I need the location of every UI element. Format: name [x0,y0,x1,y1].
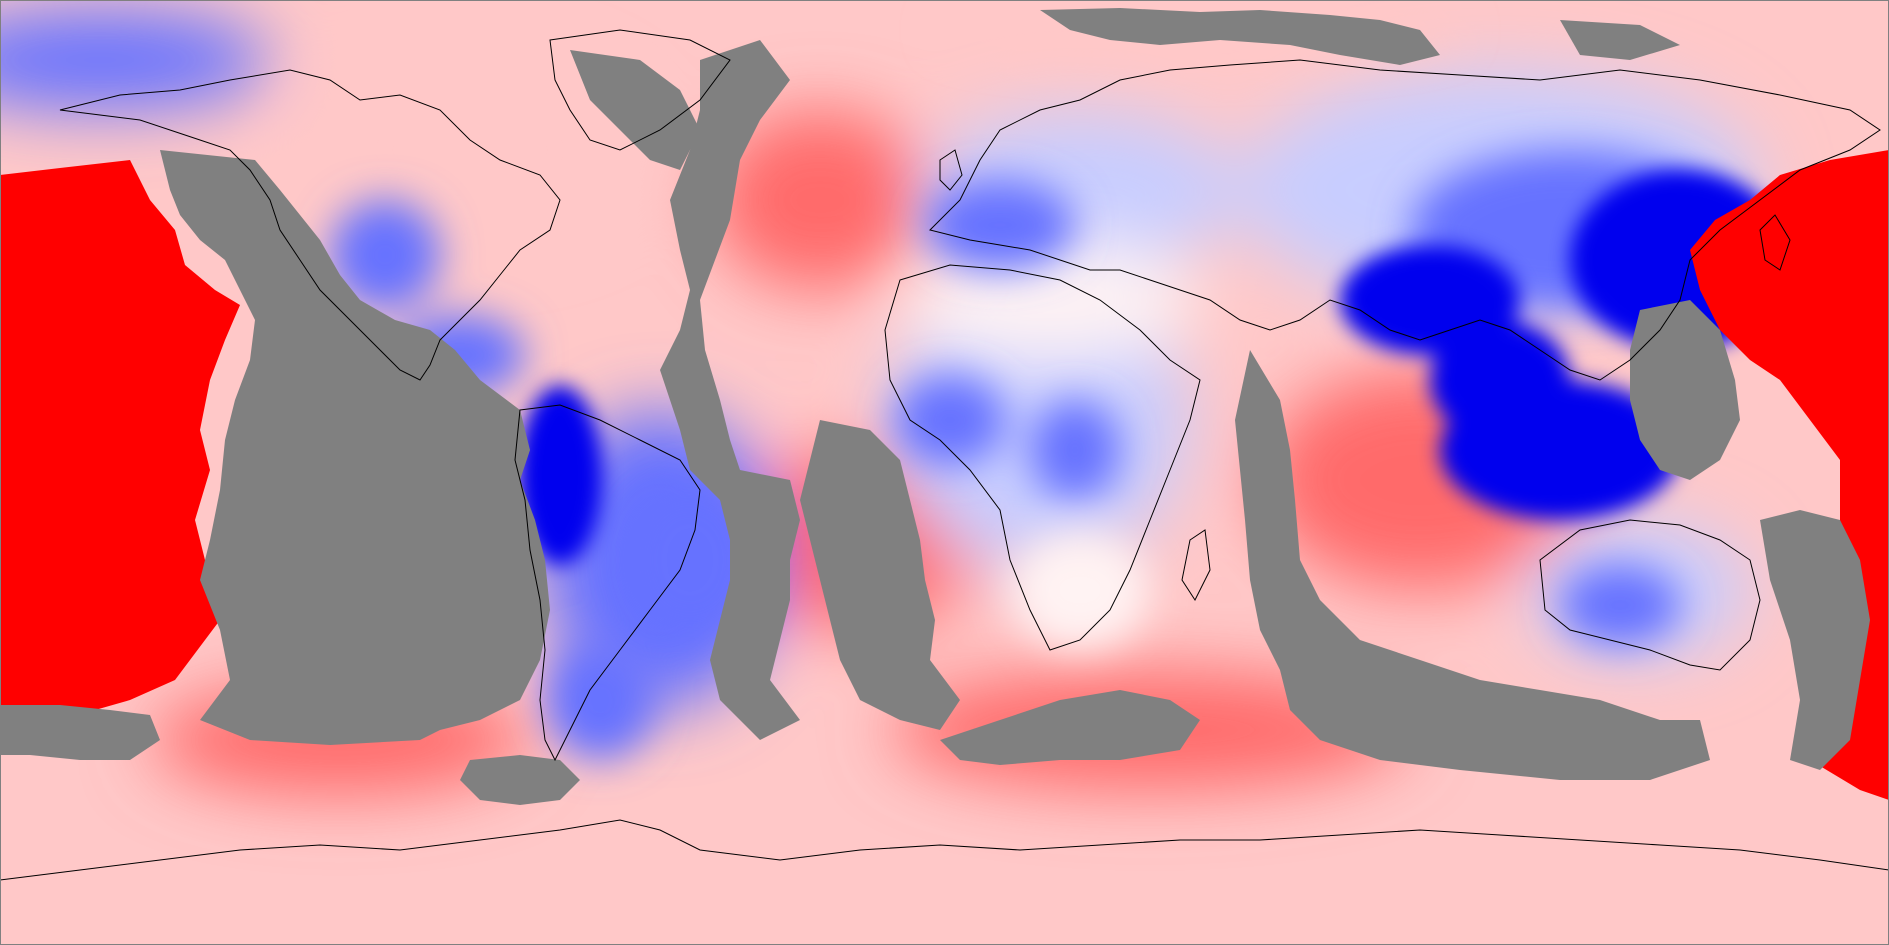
coastlines [0,29,1889,881]
anomaly-core-east-africa [1030,400,1120,500]
coastline-north-america [59,69,561,381]
masked-region-south-atlantic [800,420,960,730]
masked-region-arctic-east [1560,20,1680,60]
anomaly-core-north-america [330,200,440,310]
masked-region-west-pacific [1630,300,1740,480]
masked-region-southeast-pacific [0,705,160,760]
coastline-australia [1539,519,1761,671]
coastline-japan [1759,214,1791,271]
anomaly-high-north-pacific [0,10,270,110]
anomaly-neutral-north-africa [900,240,1200,360]
coastline-africa [884,264,1201,651]
coastline-greenland [549,29,731,151]
masked-region-east-pacific [160,150,550,745]
coastline-eurasia [929,59,1881,381]
anomaly-low-north-atlantic [710,110,930,290]
anomaly-core-southern-africa [1010,530,1150,650]
anomaly-core-patagonia [545,640,655,760]
anomaly-extreme-east-pacific [0,160,240,720]
anomaly-core-mediterranean [925,180,1075,270]
masked-region-southern-ocean [940,690,1200,765]
masked-region-north-atlantic [570,50,700,170]
coastline-antarctica [0,819,1889,881]
coastline-uk [939,149,963,191]
anomaly-core-west-africa [895,375,1005,465]
masked-region-antarctic-margin [460,755,580,805]
coastline-madagascar [1181,529,1211,602]
masked-region-southwest-pacific [1760,510,1870,770]
masked-region-mid-atlantic [660,40,800,740]
masked-regions [0,8,1870,805]
anomaly-core-australia [1560,565,1680,645]
coastline-south-america [514,404,701,762]
masked-region-arctic [1040,8,1440,65]
masked-region-indian-ocean [1235,350,1710,780]
anomaly-extreme-indochina [1430,320,1570,440]
anomaly-extreme-andes [518,385,602,565]
anomaly-neutral-canada [300,60,640,240]
